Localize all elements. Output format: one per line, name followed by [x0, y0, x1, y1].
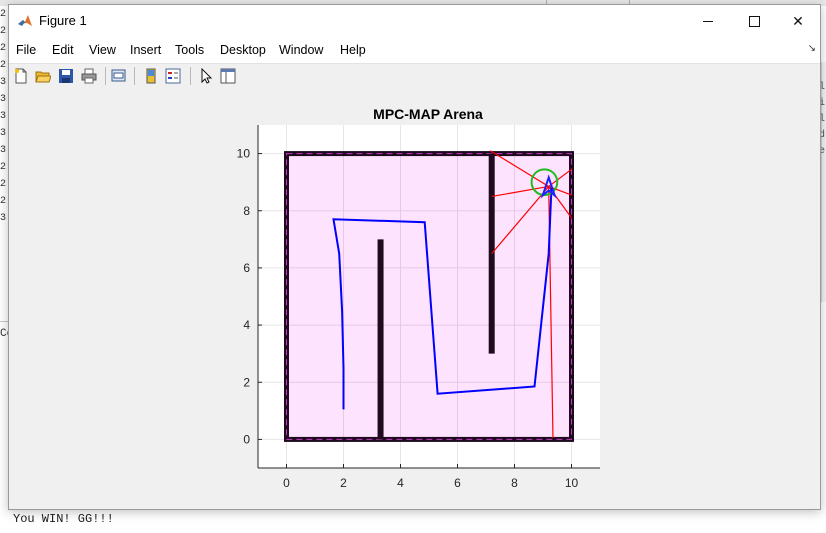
gutter-char: 3 [0, 128, 7, 139]
right-gutter-char: i [818, 98, 825, 109]
console-right-gutter [821, 62, 826, 302]
close-icon: ✕ [792, 12, 804, 29]
link-plot-button[interactable] [109, 66, 129, 86]
property-inspector-button[interactable] [218, 66, 238, 86]
save-button[interactable] [56, 66, 76, 86]
close-button[interactable]: ✕ [775, 5, 821, 37]
gutter-char: 3 [0, 145, 7, 156]
print-button[interactable] [79, 66, 99, 86]
gutter-char: 3 [0, 77, 7, 88]
matlab-logo-icon [18, 15, 32, 26]
colorbar-button[interactable] [141, 66, 161, 86]
gutter-char: 3 [0, 213, 7, 224]
right-gutter-char: e [818, 146, 825, 157]
figure-window[interactable]: Figure 1 ✕ File Edit View Insert Tools D… [8, 4, 821, 510]
console-output-line: You WIN! GG!!! [13, 512, 114, 526]
menu-tools[interactable]: Tools [175, 43, 205, 57]
menu-window[interactable]: Window [279, 43, 324, 57]
property-inspector-icon [220, 68, 236, 84]
axes[interactable]: 0 2 4 6 8 10 0 2 4 6 8 10 [9, 89, 820, 509]
legend-button[interactable] [163, 66, 183, 86]
gutter-char: 2 [0, 196, 7, 207]
maximize-button[interactable] [731, 5, 777, 37]
arena-boundary-dash [286, 153, 572, 440]
print-icon [81, 68, 97, 84]
right-gutter-char: l [818, 114, 825, 125]
minimize-button[interactable] [685, 5, 731, 37]
lidar-ray [491, 186, 550, 255]
open-file-icon [35, 71, 51, 83]
save-icon [59, 69, 73, 83]
arena-floor [286, 153, 572, 440]
link-plot-icon [111, 69, 126, 82]
gutter-char: 2 [0, 60, 7, 71]
gutter-char: 2 [0, 162, 7, 173]
x-tick-label: 4 [397, 476, 404, 490]
new-figure-icon [15, 68, 27, 84]
gutter-char: 2 [0, 179, 7, 190]
robot-marker [540, 174, 557, 199]
lidar-ray [491, 185, 549, 198]
window-title: Figure 1 [39, 13, 87, 28]
edit-plot-arrow-icon [201, 68, 213, 84]
console-top-strip [0, 0, 826, 6]
x-tick-label: 2 [340, 476, 347, 490]
x-tick-label: 0 [283, 476, 290, 490]
gutter-char: 2 [0, 9, 7, 20]
lidar-ray [489, 150, 550, 187]
title-bar[interactable]: Figure 1 ✕ [9, 5, 820, 37]
legend-icon [165, 68, 181, 84]
minimize-icon [703, 20, 713, 22]
figure-toolbar [9, 64, 820, 88]
edit-plot-button[interactable] [196, 66, 216, 86]
colorbar-icon [146, 68, 156, 84]
menu-desktop[interactable]: Desktop [220, 43, 266, 57]
menu-insert[interactable]: Insert [130, 43, 162, 57]
gutter-char: 2 [0, 43, 7, 54]
menu-help[interactable]: Help [340, 43, 366, 57]
console-line-gutter: 2 2 2 2 3 3 3 3 3 2 2 2 3 [0, 6, 8, 227]
lidar-ray [548, 168, 572, 187]
robot-path-line [332, 186, 553, 410]
menu-edit[interactable]: Edit [52, 43, 74, 57]
new-figure-button[interactable] [11, 66, 31, 86]
x-tick-label: 8 [511, 476, 518, 490]
open-file-button[interactable] [33, 66, 53, 86]
maximize-icon [748, 15, 760, 27]
y-tick-label: 6 [243, 261, 250, 275]
menu-file[interactable]: File [16, 43, 37, 57]
dock-figure-icon[interactable]: ↘ [807, 43, 816, 54]
gutter-char: 3 [0, 111, 7, 122]
menu-bar: File Edit View Insert Tools Desktop Wind… [9, 37, 820, 64]
plot-title: MPC-MAP Arena [373, 106, 483, 122]
gutter-char: 3 [0, 94, 7, 105]
gutter-char: 2 [0, 26, 7, 37]
y-tick-label: 0 [243, 432, 250, 446]
x-tick-label: 10 [565, 476, 579, 490]
y-tick-label: 8 [243, 204, 250, 218]
y-tick-label: 4 [243, 318, 250, 332]
y-tick-label: 2 [243, 375, 250, 389]
right-gutter-char: d [818, 130, 825, 141]
plot-area: MPC-MAP Arena 0 2 4 6 8 10 0 2 4 6 8 10 [9, 89, 820, 509]
menu-view[interactable]: View [89, 43, 116, 57]
y-tick-label: 10 [237, 147, 251, 161]
right-gutter-char: l [818, 82, 825, 93]
x-tick-label: 6 [454, 476, 461, 490]
